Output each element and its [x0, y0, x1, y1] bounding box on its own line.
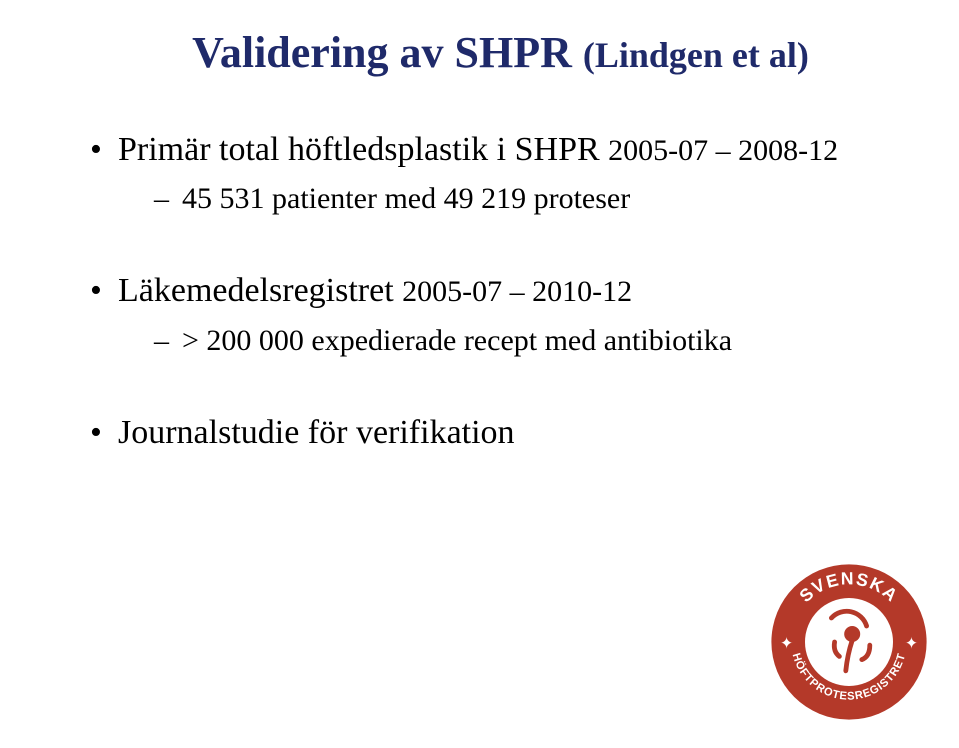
bullet-text-main: Primär total höftledsplastik i SHPR — [118, 131, 600, 168]
bullet-text-small: 2005-07 – 2008-12 — [608, 134, 838, 167]
bullet-text-main: Journalstudie för verifikation — [118, 414, 515, 451]
bullet-item: Läkemedelsregistret 2005-07 – 2010-12 > … — [90, 268, 911, 362]
bullet-item: Journalstudie för verifikation — [90, 410, 911, 456]
sub-item: > 200 000 expedierade recept med antibio… — [154, 320, 911, 362]
sub-list: 45 531 patienter med 49 219 proteser — [118, 178, 911, 220]
bullet-list: Primär total höftledsplastik i SHPR 2005… — [90, 127, 911, 457]
svg-text:✦: ✦ — [905, 635, 918, 652]
logo: SVENSKA HÖFTPROTESREGISTRET ✦ ✦ — [769, 562, 929, 722]
slide: Validering av SHPR (Lindgen et al) Primä… — [0, 0, 959, 748]
sub-item: 45 531 patienter med 49 219 proteser — [154, 178, 911, 220]
title-main: Validering av SHPR — [192, 28, 572, 77]
bullet-text-main: Läkemedelsregistret — [118, 272, 394, 309]
slide-title: Validering av SHPR (Lindgen et al) — [90, 28, 911, 79]
logo-svg: SVENSKA HÖFTPROTESREGISTRET ✦ ✦ — [769, 562, 929, 722]
bullet-item: Primär total höftledsplastik i SHPR 2005… — [90, 127, 911, 221]
title-sub: (Lindgen et al) — [583, 35, 809, 75]
sub-list: > 200 000 expedierade recept med antibio… — [118, 320, 911, 362]
svg-text:✦: ✦ — [780, 635, 793, 652]
bullet-text-small: 2005-07 – 2010-12 — [402, 275, 632, 308]
